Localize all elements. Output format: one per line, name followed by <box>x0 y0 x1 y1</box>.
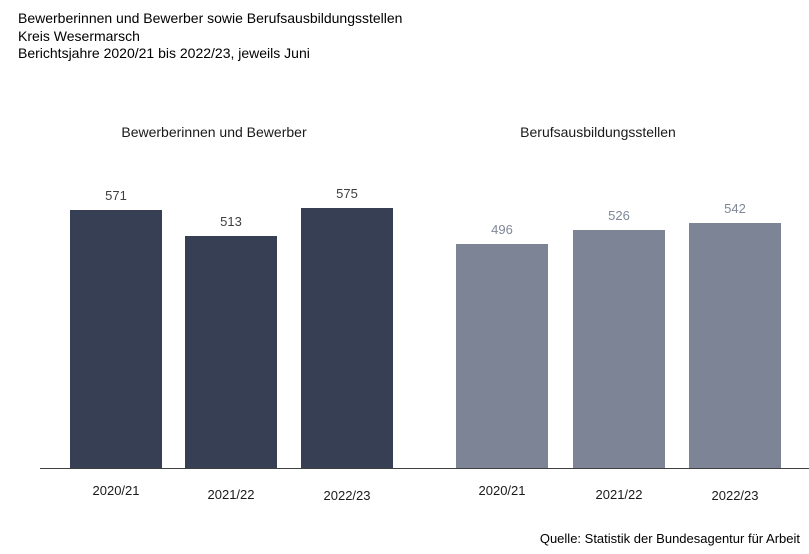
category-label: 2021/22 <box>595 487 643 502</box>
panel-title-berufsausbildungsstellen: Berufsausbildungsstellen <box>520 124 676 140</box>
source-note: Quelle: Statistik der Bundesagentur für … <box>539 531 800 546</box>
bar-2022-23-series2 <box>689 223 781 468</box>
bar-2020-21-series2 <box>456 244 548 468</box>
bar-value-label: 496 <box>491 222 513 237</box>
category-label: 2022/23 <box>711 488 759 503</box>
bar-2021-22-series2 <box>573 230 665 468</box>
category-label: 2022/23 <box>323 488 371 503</box>
chart-title-line1: Bewerberinnen und Bewerber sowie Berufsa… <box>18 10 403 26</box>
category-label: 2020/21 <box>92 483 140 498</box>
chart-title-block: Bewerberinnen und Bewerber sowie Berufsa… <box>18 10 402 63</box>
chart-title-line2: Kreis Wesermarsch <box>18 27 140 44</box>
bar-value-label: 575 <box>336 186 358 201</box>
bar-2020-21-series1 <box>70 210 162 468</box>
bar-value-label: 571 <box>105 188 127 203</box>
bar-value-label: 542 <box>724 201 746 216</box>
bar-value-label: 526 <box>608 208 630 223</box>
panel-title-bewerber: Bewerberinnen und Bewerber <box>121 124 307 140</box>
bar-2021-22-series1 <box>185 236 277 468</box>
category-label: 2021/22 <box>207 487 255 502</box>
category-label: 2020/21 <box>478 483 526 498</box>
bar-2022-23-series1 <box>301 208 393 468</box>
chart-title-line3: Berichtsjahre 2020/21 bis 2022/23, jewei… <box>18 45 310 62</box>
x-axis-line <box>40 468 809 469</box>
bar-value-label: 513 <box>220 214 242 229</box>
